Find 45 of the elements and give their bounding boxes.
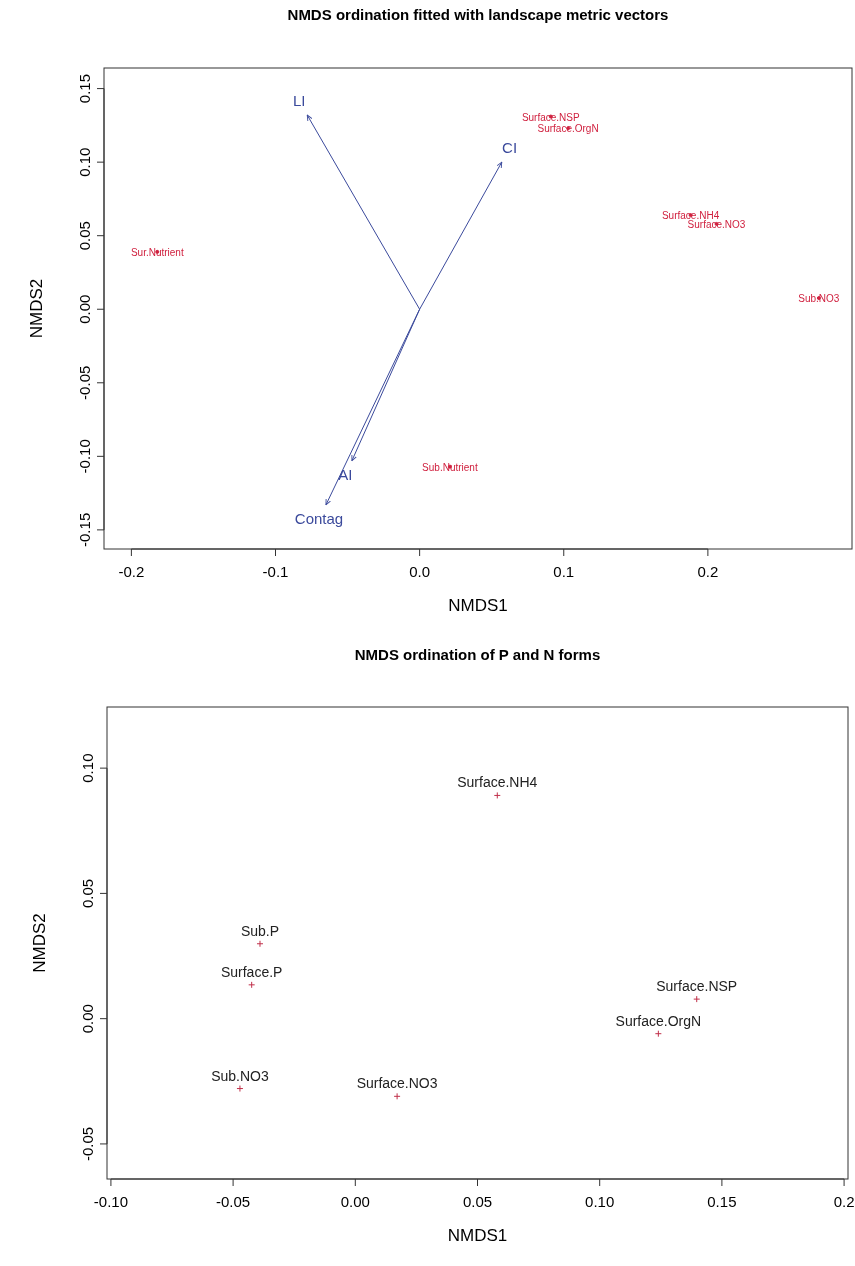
- y-tick-label: 0.00: [76, 294, 93, 324]
- annotation: LI: [292, 92, 306, 110]
- y-tick-label: 0.05: [79, 878, 96, 908]
- x-tick-label: 0.10: [585, 1193, 615, 1210]
- annotation: AI: [338, 466, 353, 484]
- annotation: Sub.NO3: [798, 293, 840, 305]
- y-tick-label: 0.10: [76, 147, 93, 177]
- x-tick-label: 0.05: [462, 1193, 493, 1210]
- annotation: Surface.P: [220, 963, 283, 980]
- x-tick-label: 0.00: [340, 1193, 370, 1210]
- annotation: Sub.Nutrient: [422, 461, 478, 473]
- annotation: Surface.OrgN: [615, 1012, 702, 1029]
- annotation: CI: [502, 139, 518, 157]
- x-tick-label: 0.2: [697, 563, 719, 580]
- x-tick-label: 0.15: [707, 1193, 737, 1210]
- x-axis-title: NMDS1: [448, 596, 508, 615]
- annotation: Surface.OrgN: [537, 123, 599, 135]
- annotation: Sub.P: [240, 922, 280, 939]
- x-tick-label: -0.10: [93, 1193, 129, 1210]
- annotation: Surface.NSP: [656, 978, 738, 995]
- x-tick-label: -0.1: [262, 563, 289, 580]
- x-axis-title: NMDS1: [447, 1226, 508, 1245]
- annotation: Sub.NO3: [211, 1067, 269, 1084]
- y-tick-label: 0.05: [76, 221, 93, 251]
- x-tick-label: 0.2: [833, 1193, 855, 1210]
- y-tick-label: 0.10: [79, 753, 96, 783]
- y-tick-label: 0.15: [76, 73, 93, 104]
- x-tick-label: 0.0: [409, 563, 431, 580]
- chart-title: NMDS ordination fitted with landscape metric vectors: [287, 6, 669, 23]
- y-tick-label: -0.05: [79, 1126, 96, 1162]
- chart-title: NMDS ordination of P and N forms: [354, 646, 601, 663]
- x-tick-label: -0.05: [216, 1193, 251, 1210]
- y-tick-label: 0.00: [79, 1004, 96, 1034]
- annotation: Surface.NSP: [521, 111, 581, 123]
- annotation: Contag: [294, 510, 344, 528]
- y-axis-title: NMDS2: [30, 913, 49, 973]
- annotation: Sur.Nutrient: [130, 246, 184, 258]
- y-tick-label: -0.15: [76, 512, 93, 547]
- y-tick-label: -0.05: [76, 365, 93, 400]
- annotation: Surface.NH4: [457, 774, 538, 791]
- y-axis-title: NMDS2: [27, 278, 46, 339]
- x-tick-label: -0.2: [118, 563, 145, 580]
- annotation: Surface.NO3: [356, 1075, 438, 1092]
- y-tick-label: -0.10: [76, 439, 93, 474]
- x-tick-label: 0.1: [553, 563, 575, 580]
